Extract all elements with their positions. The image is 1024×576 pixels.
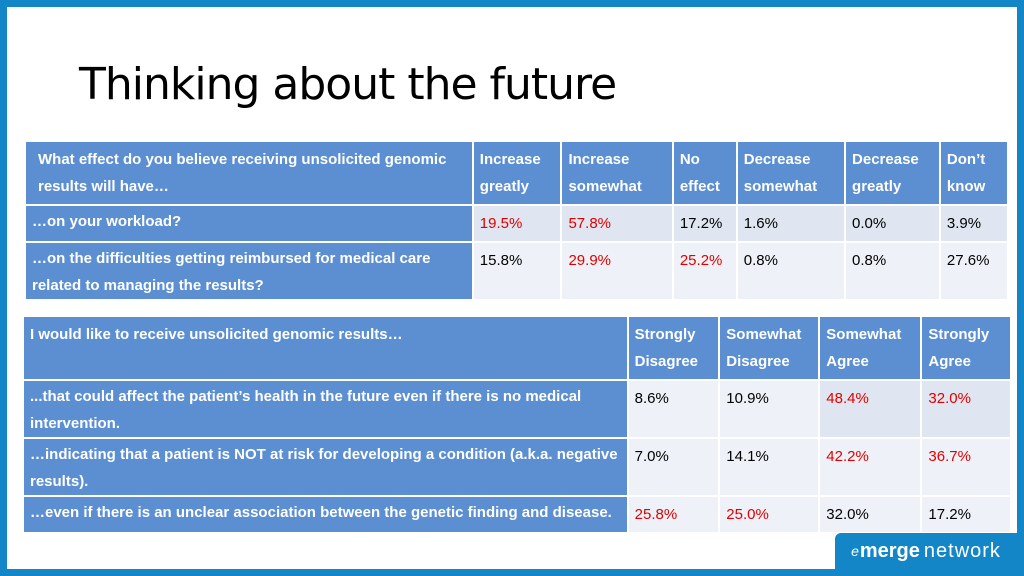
table-cell: 32.0% — [922, 381, 1010, 437]
table-cell: 42.2% — [820, 439, 921, 495]
table-cell: 3.9% — [940, 206, 1007, 241]
column-header: Strongly Agree — [922, 317, 1010, 379]
question-header: I would like to receive unsolicited geno… — [24, 317, 627, 379]
table-cell: 10.9% — [720, 381, 819, 437]
row-label: …indicating that a patient is NOT at ris… — [24, 439, 627, 495]
column-header: Don’t know — [940, 142, 1007, 204]
table-cell: 0.8% — [737, 243, 845, 299]
question-header: What effect do you believe receiving uns… — [26, 142, 472, 204]
column-header: Decrease greatly — [846, 142, 939, 204]
table-cell: 32.0% — [820, 497, 921, 532]
table-cell: 57.8% — [562, 206, 672, 241]
logo-suffix: network — [923, 539, 1001, 562]
column-header: Increase somewhat — [562, 142, 672, 204]
table-cell: 27.6% — [940, 243, 1007, 299]
row-label: …on your workload? — [26, 206, 472, 241]
logo-prefix: e — [851, 543, 859, 559]
table-cell: 8.6% — [628, 381, 719, 437]
table-cell: 14.1% — [720, 439, 819, 495]
page-title: Thinking about the future — [79, 59, 617, 110]
column-header: Somewhat Disagree — [720, 317, 819, 379]
table-cell: 25.2% — [673, 243, 736, 299]
table-row: …even if there is an unclear association… — [24, 497, 1010, 532]
table-header-row: I would like to receive unsolicited geno… — [24, 317, 1010, 379]
table-cell: 17.2% — [673, 206, 736, 241]
column-header: Somewhat Agree — [820, 317, 921, 379]
row-label: …even if there is an unclear association… — [24, 497, 627, 532]
table-cell: 7.0% — [628, 439, 719, 495]
workload-effect-table: What effect do you believe receiving uns… — [24, 140, 1009, 301]
table-cell: 1.6% — [737, 206, 845, 241]
table-cell: 15.8% — [473, 243, 561, 299]
table-row: ...that could affect the patient’s healt… — [24, 381, 1010, 437]
logo-brand: merge — [859, 539, 920, 562]
row-label: ...that could affect the patient’s healt… — [24, 381, 627, 437]
table-cell: 48.4% — [820, 381, 921, 437]
column-header: Increase greatly — [473, 142, 561, 204]
table-header-row: What effect do you believe receiving uns… — [26, 142, 1007, 204]
table-cell: 19.5% — [473, 206, 561, 241]
table-cell: 0.8% — [846, 243, 939, 299]
table-row: …on your workload? 19.5% 57.8% 17.2% 1.6… — [26, 206, 1007, 241]
table-cell: 25.0% — [720, 497, 819, 532]
column-header: Strongly Disagree — [628, 317, 719, 379]
table-cell: 25.8% — [628, 497, 719, 532]
row-label: …on the difficulties getting reimbursed … — [26, 243, 472, 299]
table-cell: 0.0% — [846, 206, 939, 241]
table-cell: 29.9% — [562, 243, 672, 299]
table-row: …on the difficulties getting reimbursed … — [26, 243, 1007, 299]
column-header: Decrease somewhat — [737, 142, 845, 204]
table-row: …indicating that a patient is NOT at ris… — [24, 439, 1010, 495]
slide: Thinking about the future What effect do… — [7, 7, 1017, 569]
table-cell: 36.7% — [922, 439, 1010, 495]
table-cell: 17.2% — [922, 497, 1010, 532]
emerge-network-logo: e merge network — [835, 533, 1017, 569]
column-header: No effect — [673, 142, 736, 204]
receive-results-table: I would like to receive unsolicited geno… — [22, 315, 1012, 534]
